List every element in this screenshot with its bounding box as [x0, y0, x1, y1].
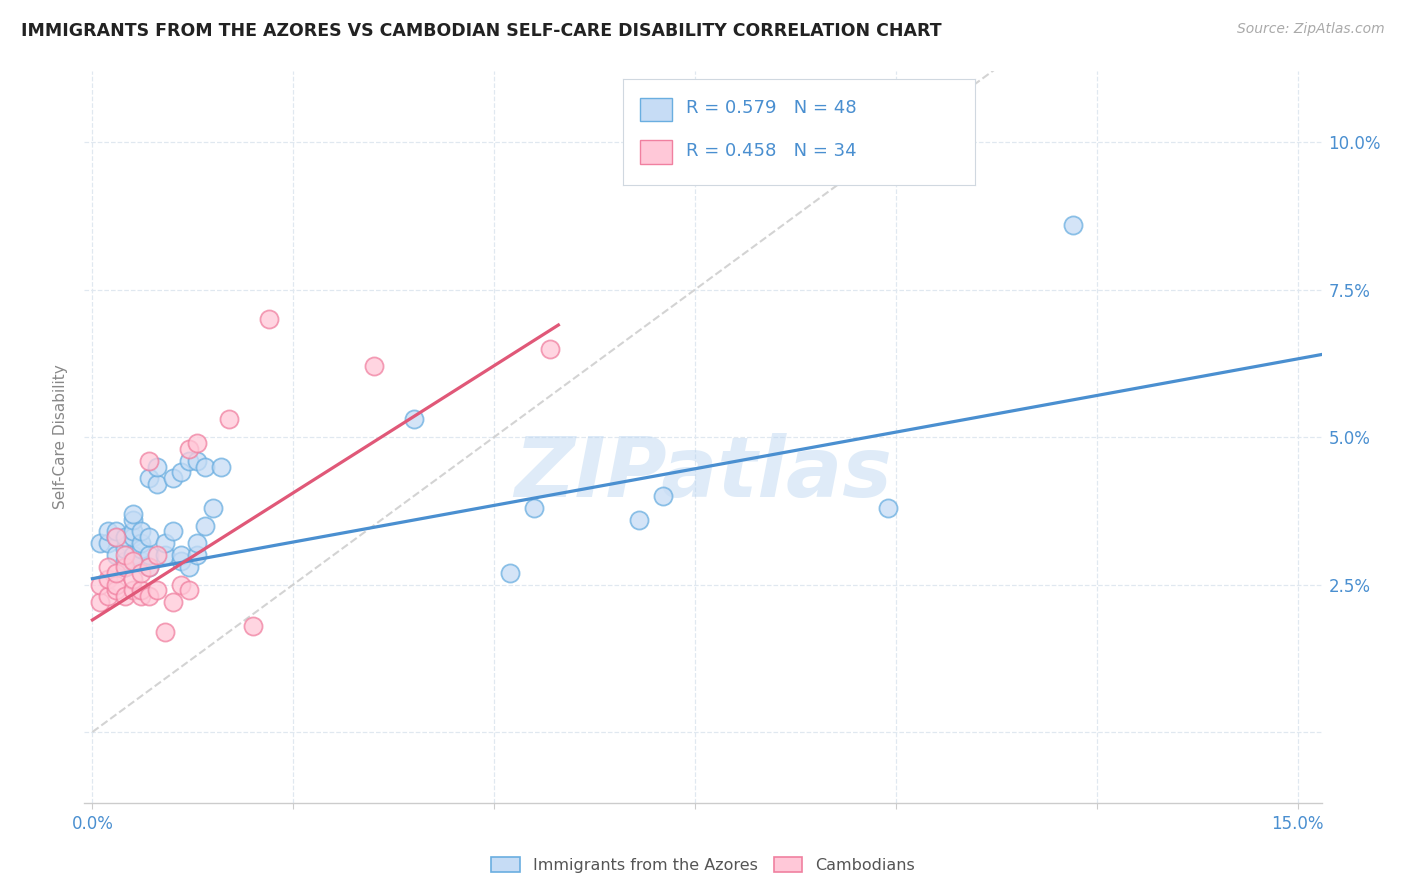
- Point: [194, 518, 217, 533]
- Point: [138, 590, 160, 604]
- Point: [121, 513, 143, 527]
- Point: [129, 590, 152, 604]
- Text: ZIPatlas: ZIPatlas: [515, 434, 891, 514]
- Point: [114, 548, 136, 562]
- Point: [105, 530, 128, 544]
- Point: [162, 471, 184, 485]
- Point: [627, 513, 650, 527]
- Point: [89, 536, 111, 550]
- Point: [114, 559, 136, 574]
- Point: [114, 559, 136, 574]
- Point: [129, 566, 152, 580]
- Point: [97, 572, 120, 586]
- Point: [876, 500, 898, 515]
- Point: [105, 583, 128, 598]
- Y-axis label: Self-Care Disability: Self-Care Disability: [53, 365, 69, 509]
- Point: [129, 542, 152, 557]
- Point: [97, 536, 120, 550]
- Point: [121, 530, 143, 544]
- Point: [89, 595, 111, 609]
- Point: [138, 559, 160, 574]
- Point: [177, 453, 200, 467]
- Point: [129, 536, 152, 550]
- Point: [186, 436, 208, 450]
- Point: [138, 548, 160, 562]
- Point: [129, 554, 152, 568]
- Point: [186, 536, 208, 550]
- Point: [138, 453, 160, 467]
- Point: [153, 548, 176, 562]
- Point: [145, 548, 167, 562]
- Point: [121, 572, 143, 586]
- Point: [201, 500, 224, 515]
- Point: [138, 530, 160, 544]
- Point: [499, 566, 522, 580]
- Point: [170, 554, 193, 568]
- Point: [97, 524, 120, 539]
- Point: [97, 590, 120, 604]
- Point: [194, 459, 217, 474]
- Point: [170, 577, 193, 591]
- Point: [257, 312, 280, 326]
- Point: [129, 524, 152, 539]
- Point: [121, 583, 143, 598]
- Point: [114, 530, 136, 544]
- Point: [145, 477, 167, 491]
- Point: [538, 342, 561, 356]
- Point: [363, 359, 385, 374]
- Point: [121, 548, 143, 562]
- Point: [105, 530, 128, 544]
- Point: [145, 459, 167, 474]
- Point: [186, 548, 208, 562]
- Point: [1062, 218, 1084, 232]
- Point: [145, 583, 167, 598]
- Point: [170, 466, 193, 480]
- Point: [162, 524, 184, 539]
- Point: [153, 536, 176, 550]
- Point: [177, 559, 200, 574]
- Point: [186, 453, 208, 467]
- Point: [114, 554, 136, 568]
- Point: [651, 489, 673, 503]
- Point: [97, 559, 120, 574]
- Legend: Immigrants from the Azores, Cambodians: Immigrants from the Azores, Cambodians: [485, 851, 921, 880]
- Point: [170, 548, 193, 562]
- Text: IMMIGRANTS FROM THE AZORES VS CAMBODIAN SELF-CARE DISABILITY CORRELATION CHART: IMMIGRANTS FROM THE AZORES VS CAMBODIAN …: [21, 22, 942, 40]
- Point: [105, 524, 128, 539]
- Point: [105, 577, 128, 591]
- Point: [402, 412, 425, 426]
- Point: [89, 577, 111, 591]
- Text: Source: ZipAtlas.com: Source: ZipAtlas.com: [1237, 22, 1385, 37]
- Point: [114, 542, 136, 557]
- Point: [121, 507, 143, 521]
- Point: [242, 619, 264, 633]
- Point: [162, 595, 184, 609]
- Point: [138, 559, 160, 574]
- Point: [153, 624, 176, 639]
- Point: [218, 412, 240, 426]
- Point: [129, 583, 152, 598]
- Point: [177, 583, 200, 598]
- Point: [114, 590, 136, 604]
- Point: [105, 566, 128, 580]
- Point: [177, 442, 200, 456]
- Point: [523, 500, 546, 515]
- Point: [121, 524, 143, 539]
- Point: [121, 554, 143, 568]
- Point: [138, 471, 160, 485]
- Point: [209, 459, 232, 474]
- Point: [105, 548, 128, 562]
